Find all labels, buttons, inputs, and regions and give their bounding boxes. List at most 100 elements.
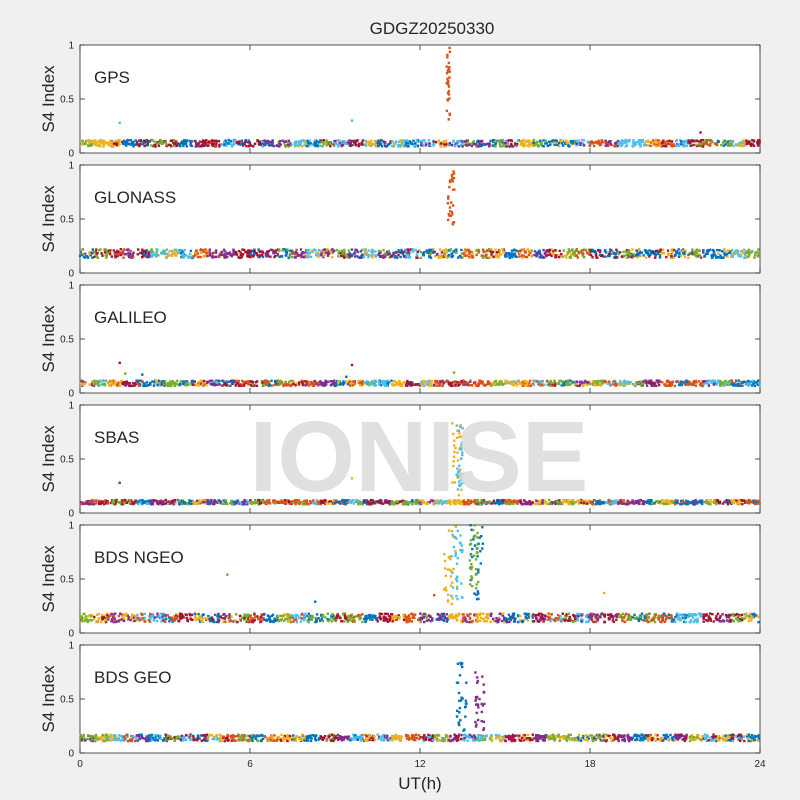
data-point	[492, 499, 496, 502]
data-point	[186, 382, 189, 385]
data-point	[444, 249, 447, 252]
data-point	[113, 142, 117, 145]
data-point	[694, 379, 697, 383]
data-point	[706, 252, 709, 255]
data-point	[405, 248, 408, 251]
data-point	[201, 501, 205, 504]
data-point	[440, 499, 443, 502]
data-point	[315, 252, 319, 255]
data-point	[498, 249, 501, 253]
data-point	[353, 141, 356, 144]
data-point	[539, 499, 543, 502]
data-point	[116, 139, 119, 142]
data-point	[637, 139, 641, 142]
data-point	[258, 502, 262, 505]
data-point	[323, 248, 326, 251]
data-point	[86, 256, 90, 259]
data-point	[336, 139, 340, 142]
data-point	[578, 383, 582, 387]
data-point	[466, 139, 469, 142]
data-point	[114, 255, 117, 258]
data-point	[333, 249, 336, 252]
data-point	[303, 141, 306, 144]
data-point	[154, 255, 158, 258]
data-point	[153, 380, 156, 384]
data-point	[399, 140, 402, 143]
data-point	[526, 144, 529, 147]
data-point	[317, 255, 320, 258]
data-point	[648, 249, 651, 252]
data-point	[320, 501, 323, 505]
data-point	[271, 140, 274, 143]
data-point	[591, 500, 594, 504]
data-point	[551, 139, 555, 142]
data-point	[227, 140, 230, 144]
data-point	[328, 499, 331, 503]
data-point	[99, 145, 102, 148]
data-point	[666, 252, 670, 255]
data-point	[81, 382, 84, 385]
data-point	[616, 140, 620, 143]
data-point	[428, 142, 431, 145]
axes-box	[79, 44, 761, 154]
data-point	[200, 140, 203, 144]
data-point	[313, 379, 316, 383]
data-point	[723, 252, 726, 255]
data-point	[513, 252, 517, 255]
data-point	[322, 384, 326, 387]
data-point	[211, 256, 215, 259]
spike-point	[450, 177, 454, 181]
data-point	[645, 384, 649, 387]
data-point	[112, 142, 115, 146]
data-point	[112, 381, 115, 384]
data-point	[591, 380, 595, 383]
data-point	[235, 251, 238, 254]
data-point	[392, 141, 396, 145]
data-point	[529, 383, 532, 386]
data-point	[156, 383, 159, 387]
data-point	[367, 249, 370, 252]
data-point	[175, 251, 179, 254]
data-point	[469, 379, 472, 383]
data-point	[189, 382, 192, 386]
data-point	[748, 253, 751, 256]
data-point	[720, 143, 723, 147]
data-point	[141, 498, 144, 502]
data-point	[732, 253, 735, 256]
data-point	[228, 142, 232, 145]
spike-point	[447, 68, 450, 72]
data-point	[372, 500, 376, 503]
data-point	[508, 253, 511, 256]
data-point	[595, 500, 598, 503]
data-point	[211, 251, 214, 255]
data-point	[612, 501, 616, 504]
data-point	[89, 251, 92, 254]
data-point	[188, 503, 191, 506]
data-point	[307, 248, 311, 252]
data-point	[419, 382, 422, 385]
data-point	[479, 143, 483, 147]
data-point	[498, 499, 501, 502]
data-point	[723, 250, 726, 254]
data-point	[458, 499, 461, 502]
data-point	[265, 383, 268, 387]
data-point	[740, 381, 743, 384]
data-point	[626, 380, 629, 383]
data-point	[218, 143, 221, 147]
data-point	[337, 255, 340, 258]
spike-point	[446, 98, 449, 101]
data-point	[206, 380, 209, 384]
data-point	[542, 139, 545, 142]
data-point	[598, 502, 601, 505]
data-point	[122, 248, 126, 251]
data-point	[341, 144, 345, 147]
data-point	[131, 141, 134, 144]
data-point	[528, 145, 531, 148]
data-point	[314, 382, 317, 386]
data-point	[646, 500, 650, 503]
data-point	[101, 140, 104, 144]
data-point	[194, 145, 197, 148]
data-point	[625, 250, 628, 254]
data-point	[530, 255, 533, 258]
